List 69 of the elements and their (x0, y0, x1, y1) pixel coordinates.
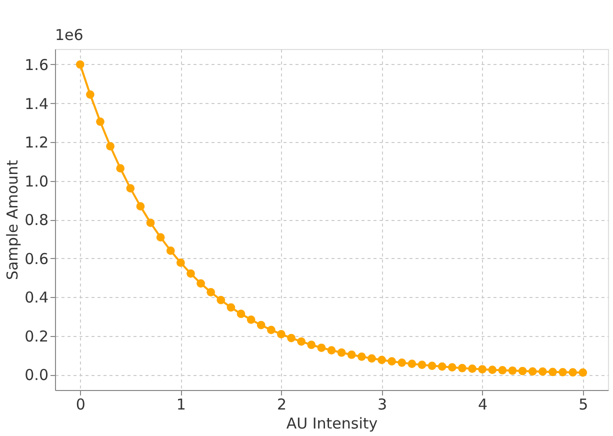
text: 1e6 (55, 26, 84, 44)
point (96, 117, 104, 126)
point (86, 90, 94, 99)
point (478, 365, 486, 374)
point (156, 233, 165, 242)
y-tick-label: 0.2 (24, 327, 48, 346)
point (206, 288, 216, 296)
point (146, 218, 155, 227)
point (216, 296, 226, 304)
point (558, 368, 567, 376)
point (528, 367, 537, 376)
point (76, 60, 84, 69)
y-axis-title: Sample Amount (4, 160, 22, 280)
point (357, 352, 366, 361)
point (236, 310, 246, 318)
point (578, 368, 588, 377)
y-tick-label: 1.0 (24, 172, 48, 190)
point (176, 258, 185, 267)
point (428, 362, 436, 370)
point (307, 340, 316, 350)
x-tick-label: 3 (378, 396, 388, 414)
point (226, 303, 236, 312)
x-tick-label: 1 (176, 396, 186, 414)
point (317, 344, 326, 352)
point (458, 364, 466, 372)
point (398, 358, 406, 367)
y-tick-label: 0.4 (24, 288, 48, 306)
point (196, 279, 205, 288)
point (488, 366, 497, 374)
point (297, 337, 306, 346)
point (548, 368, 557, 376)
y-tick-label: 1.2 (24, 134, 48, 152)
point (337, 348, 346, 357)
point (116, 164, 125, 173)
point (287, 334, 296, 342)
y-tick-label: 0.0 (24, 366, 48, 384)
point (378, 356, 386, 364)
point (468, 364, 476, 373)
point (538, 367, 547, 376)
point (418, 360, 426, 369)
point (246, 315, 256, 324)
point (136, 202, 145, 210)
x-tick-label: 0 (76, 396, 86, 414)
x-axis-title: AU Intensity (286, 414, 378, 432)
point (568, 368, 577, 377)
point (256, 320, 266, 330)
point (518, 366, 527, 376)
point (388, 357, 396, 366)
point (277, 330, 286, 338)
point (408, 360, 416, 368)
point (347, 350, 356, 359)
y-tick-label: 0.8 (24, 211, 48, 229)
point (508, 366, 517, 375)
point (368, 354, 376, 363)
point (186, 269, 195, 278)
point (166, 246, 175, 255)
x-tick-label: 4 (478, 396, 488, 414)
point (448, 363, 456, 372)
point (266, 326, 276, 334)
y-tick-label: 1.6 (24, 56, 48, 74)
point (438, 362, 446, 371)
point (126, 184, 135, 192)
y-tick-label: 1.4 (24, 94, 48, 113)
y-tick-label: 0.6 (24, 250, 48, 268)
point (498, 366, 507, 374)
x-tick-label: 2 (276, 396, 286, 414)
point (106, 142, 114, 150)
point (327, 346, 336, 354)
x-tick-label: 5 (578, 396, 588, 414)
